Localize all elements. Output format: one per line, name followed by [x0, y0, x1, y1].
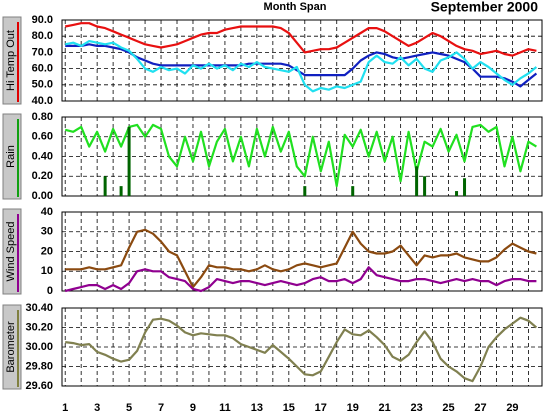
rain-bar: [455, 191, 459, 196]
x-tick-label: 27: [474, 402, 486, 414]
series-line: [64, 266, 537, 293]
x-tick-label: 13: [251, 402, 263, 414]
y-tick-label: 70.0: [32, 46, 53, 58]
series-line: [64, 22, 537, 57]
y-tick-label: 10: [41, 265, 53, 277]
y-tick-label: 40: [41, 206, 53, 218]
rain-bar: [351, 186, 355, 196]
y-tick-label: 29.60: [25, 380, 53, 392]
axis-label-button: [2, 16, 22, 105]
axis-label-button: [2, 304, 22, 390]
rain-bar: [423, 176, 427, 196]
chart-title: Month Span: [264, 1, 327, 13]
chart-subtitle: September 2000: [431, 0, 539, 15]
y-tick-label: 0.00: [32, 190, 53, 202]
y-tick-label: 30.20: [25, 321, 53, 333]
x-tick-label: 5: [126, 402, 132, 414]
x-tick-label: 19: [347, 402, 359, 414]
y-tick-label: 0.20: [32, 170, 53, 182]
series-line: [65, 228, 537, 289]
y-tick-label: 40.0: [32, 95, 53, 107]
axis-label-button: [2, 113, 22, 200]
plot-area: [61, 19, 543, 102]
x-tick-label: 1: [62, 402, 68, 414]
y-tick-label: 0.60: [32, 131, 53, 143]
y-tick-label: 29.80: [25, 360, 53, 372]
series-line: [64, 40, 538, 93]
y-tick-label: 0.80: [32, 111, 53, 123]
y-axis-label: Rain: [5, 145, 17, 168]
y-tick-label: 30: [41, 226, 53, 238]
rain-bar: [415, 166, 419, 196]
x-tick-label: 29: [506, 402, 518, 414]
x-tick-label: 21: [379, 402, 391, 414]
x-tick-label: 11: [219, 402, 231, 414]
series-line: [65, 316, 538, 383]
y-tick-label: 20: [41, 245, 53, 257]
axis-label-button: [2, 208, 22, 295]
y-tick-label: 30.00: [25, 341, 53, 353]
rain-bar: [303, 186, 307, 196]
y-tick-label: 80.0: [32, 30, 53, 42]
rain-bar: [463, 178, 467, 196]
rain-bar: [127, 126, 131, 196]
series-line: [64, 123, 537, 188]
x-tick-label: 9: [190, 402, 196, 414]
y-tick-label: 60.0: [32, 63, 53, 75]
y-tick-label: 50.0: [32, 79, 53, 91]
y-tick-label: 90.0: [32, 14, 53, 26]
rain-bar: [103, 176, 107, 196]
y-tick-label: 0.40: [32, 150, 53, 162]
rain-bar: [119, 186, 123, 196]
x-tick-label: 15: [283, 402, 295, 414]
x-tick-label: 7: [158, 402, 164, 414]
y-axis-label: Barometer: [5, 321, 17, 373]
x-tick-label: 25: [442, 402, 454, 414]
x-tick-label: 17: [315, 402, 327, 414]
y-axis-label: Hi Temp Out: [5, 30, 17, 91]
x-tick-label: 3: [94, 402, 100, 414]
y-axis-label: Wind Speed: [5, 222, 17, 282]
x-tick-label: 23: [410, 402, 422, 414]
y-tick-label: 0: [47, 285, 53, 297]
series-line: [65, 43, 538, 88]
y-tick-label: 30.40: [25, 302, 53, 314]
